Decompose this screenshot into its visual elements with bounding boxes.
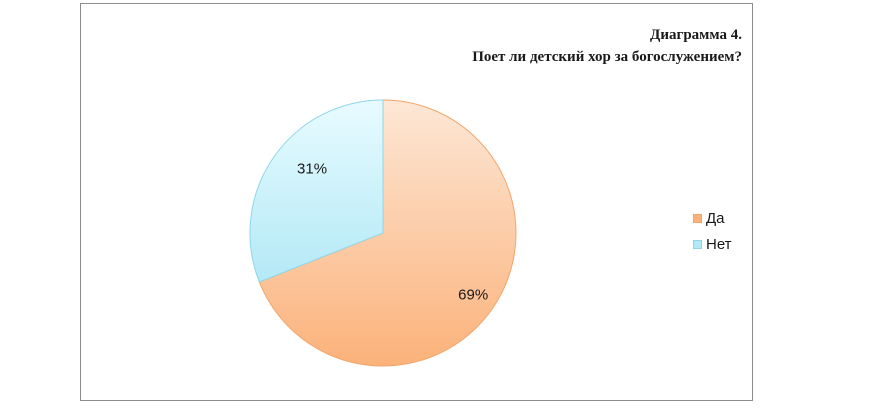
legend-swatch-net — [693, 239, 702, 249]
legend-label-da: Да — [706, 209, 725, 227]
data-label-net: 31% — [297, 161, 327, 178]
legend-swatch-da — [693, 213, 702, 223]
legend: Да Нет — [693, 205, 732, 257]
chart-title-line2: Поет ли детский хор за богослужением? — [472, 49, 742, 65]
data-label-da: 69% — [458, 286, 488, 303]
pie-slices — [249, 99, 517, 367]
legend-item-da: Да — [693, 205, 732, 231]
chart-title: Диаграмма 4. Поет ли детский хор за бого… — [472, 24, 742, 68]
legend-item-net: Нет — [693, 231, 732, 257]
chart-title-line1: Диаграмма 4. — [650, 27, 742, 43]
pie-labels: 69% 31% — [297, 161, 488, 304]
legend-label-net: Нет — [706, 235, 732, 253]
pie-slice-net — [249, 99, 384, 283]
pie-slice-da — [258, 99, 517, 367]
